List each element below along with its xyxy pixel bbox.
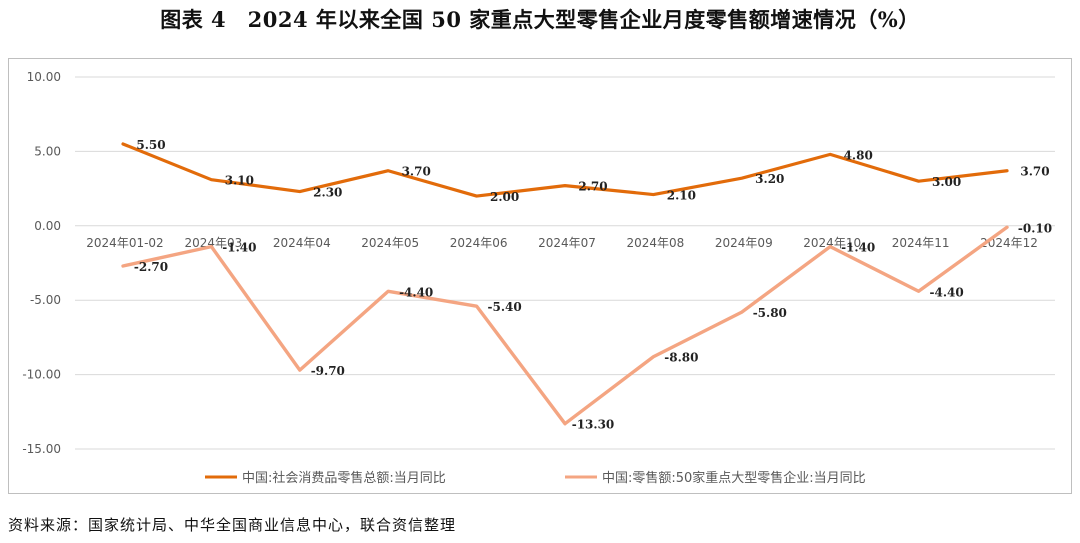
x-tick-label: 2024年10 [803,236,861,250]
data-label: -5.80 [753,306,787,320]
chart-title: 图表 4 2024 年以来全国 50 家重点大型零售企业月度零售额增速情况（%） [160,7,920,32]
y-tick-label: -15.00 [22,442,61,456]
x-tick-label: 2024年09 [715,236,773,250]
x-tick-label: 2024年05 [361,236,419,250]
legend-label: 中国:零售额:50家重点大型零售企业:当月同比 [602,470,866,486]
data-label: 2.30 [313,186,342,200]
x-tick-label: 2024年01-02 [86,236,163,250]
x-axis-ticks: 2024年01-02 2024年03 2024年04 2024年05 2024年06 20… [86,236,1038,250]
series-line-1 [121,142,1009,198]
y-tick-label: -10.00 [22,368,61,382]
y-tick-label: 10.00 [27,70,61,84]
data-labels: 5.50 3.10 2.30 3.70 2.00 2.70 2.10 3.20 4.80 3.00… [134,138,1052,432]
x-tick-label: 2024年11 [892,236,950,250]
data-label: -1.40 [841,241,875,255]
x-tick-label: 2024年07 [538,236,596,250]
legend-label: 中国:社会消费品零售总额:当月同比 [242,470,446,486]
gridlines [75,76,1055,450]
data-label: 2.00 [490,190,519,204]
x-tick-label: 2024年08 [626,236,684,250]
data-label: 4.80 [844,148,873,162]
data-label: 3.20 [755,172,784,186]
data-label: -4.40 [929,285,963,299]
y-axis-ticks: 10.00 5.00 0.00 -5.00 -10.00 -15.00 [22,70,61,456]
x-tick-label: 2024年06 [450,236,508,250]
y-tick-label: 0.00 [34,219,61,233]
data-label: -2.70 [134,260,168,274]
chart-frame: 10.00 5.00 0.00 -5.00 -10.00 -15.00 2024年01-0… [8,58,1072,494]
x-tick-label: 2024年03 [184,236,242,250]
x-tick-label: 2024年12 [980,236,1038,250]
legend: 中国:社会消费品零售总额:当月同比 中国:零售额:50家重点大型零售企业:当月同比 [205,470,866,486]
data-label: 3.10 [225,174,254,188]
line-chart: 10.00 5.00 0.00 -5.00 -10.00 -15.00 2024年01-0… [22,70,1055,486]
x-tick-label: 2024年04 [273,236,331,250]
data-label: -0.10 [1018,221,1052,235]
data-label: 5.50 [136,138,165,152]
data-label: -5.40 [487,300,521,314]
data-label: 2.70 [578,180,607,194]
source-note: 资料来源：国家统计局、中华全国商业信息中心，联合资信整理 [8,516,457,534]
data-label: -9.70 [311,364,345,378]
series-line-2 [121,225,1009,426]
data-label: 3.70 [402,165,431,179]
series-lines [121,142,1009,426]
data-label: -1.40 [222,241,256,255]
data-label: 3.70 [1020,165,1049,179]
y-tick-label: -5.00 [30,293,61,307]
data-label: -8.80 [664,351,698,365]
y-tick-label: 5.00 [34,144,61,158]
data-label: -13.30 [572,418,615,432]
data-label: -4.40 [399,285,433,299]
data-label: 3.00 [932,175,961,189]
data-label: 2.10 [667,189,696,203]
